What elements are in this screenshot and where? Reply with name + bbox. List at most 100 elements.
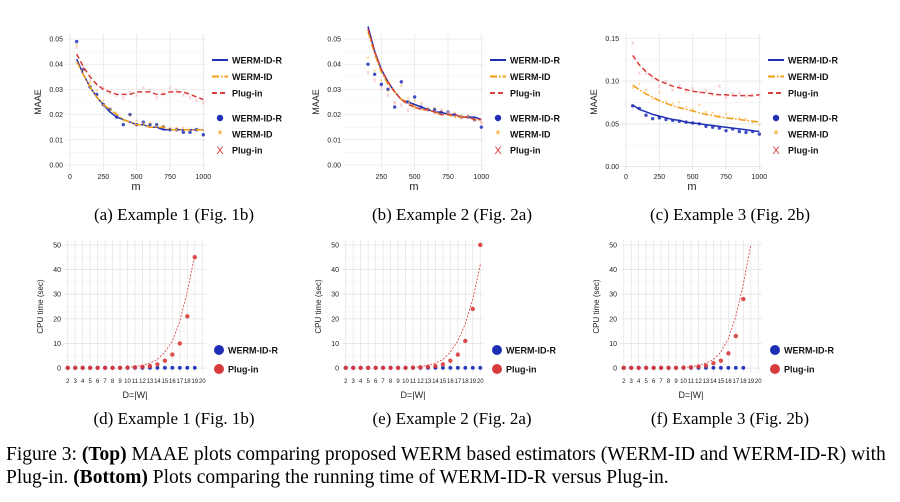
x-tick-label: 250 bbox=[375, 174, 387, 181]
point-plugin: x bbox=[202, 100, 206, 107]
x-tick-label: 7 bbox=[659, 379, 663, 385]
point-werm-id-r bbox=[741, 365, 746, 370]
legend-point-label: WERM-ID-R bbox=[788, 114, 838, 124]
point-werm-id-r bbox=[366, 62, 370, 66]
x-tick-label: 6 bbox=[652, 379, 656, 385]
point-plugin: x bbox=[400, 102, 404, 109]
x-tick-label: 14 bbox=[432, 379, 439, 385]
y-tick-label: 0.00 bbox=[605, 164, 619, 171]
x-tick-label: 2 bbox=[66, 379, 70, 385]
legend-line-label: WERM-ID-R bbox=[232, 56, 282, 66]
point-plugin: x bbox=[155, 94, 159, 101]
x-tick-label: 3 bbox=[630, 379, 634, 385]
x-tick-label: 15 bbox=[162, 379, 169, 385]
point-plugin: x bbox=[426, 107, 430, 114]
point-werm-id-r bbox=[479, 125, 484, 129]
caption-f: (f) Example 3 (Fig. 2b) bbox=[650, 409, 810, 428]
point-plug-in bbox=[351, 365, 356, 371]
point-plugin: x bbox=[102, 84, 106, 91]
point-plug-in bbox=[688, 365, 694, 370]
point-plugin: x bbox=[698, 89, 702, 96]
legend-label: WERM-ID-R bbox=[506, 346, 556, 356]
point-plug-in bbox=[703, 363, 709, 368]
point-werm-id: * bbox=[744, 116, 747, 125]
point-plugin: x bbox=[142, 84, 146, 91]
point-werm-id: * bbox=[731, 116, 734, 125]
point-plugin: x bbox=[658, 83, 662, 90]
point-werm-id: * bbox=[406, 95, 409, 104]
point-plug-in bbox=[681, 365, 686, 370]
point-plug-in bbox=[365, 365, 371, 371]
point-werm-id: * bbox=[751, 120, 754, 129]
point-werm-id: * bbox=[366, 55, 369, 64]
point-plug-in bbox=[651, 365, 656, 371]
point-werm-id-r bbox=[141, 120, 146, 124]
x-tick-label: 7 bbox=[103, 379, 107, 385]
point-werm-id: * bbox=[393, 101, 396, 110]
legend-point-label: WERM-ID bbox=[788, 130, 829, 140]
point-werm-id-r bbox=[718, 365, 723, 370]
point-werm-id: * bbox=[684, 104, 687, 113]
y-tick-label: 0.03 bbox=[327, 87, 341, 94]
x-axis-title: m bbox=[409, 181, 418, 193]
point-plugin: x bbox=[440, 107, 444, 114]
point-werm-id-r bbox=[478, 365, 483, 370]
point-werm-id: * bbox=[758, 122, 761, 131]
x-tick-label: 13 bbox=[703, 379, 710, 385]
point-werm-id-r bbox=[386, 87, 390, 92]
point-plug-in bbox=[666, 365, 671, 371]
x-tick-label: 10 bbox=[402, 379, 409, 385]
point-plugin: x bbox=[460, 115, 464, 122]
point-plug-in bbox=[147, 363, 153, 369]
point-werm-id-r bbox=[448, 365, 453, 370]
point-plug-in bbox=[470, 306, 475, 312]
y-axis-title: MAAE bbox=[33, 89, 43, 115]
point-plugin: x bbox=[128, 89, 132, 96]
point-plug-in bbox=[718, 358, 724, 363]
y-tick-label: 0.04 bbox=[327, 62, 341, 69]
y-tick-label: 20 bbox=[53, 316, 61, 323]
point-plugin: x bbox=[446, 110, 450, 117]
point-plug-in bbox=[658, 365, 664, 371]
point-werm-id-r bbox=[412, 95, 417, 99]
legend-line-label: Plug-in bbox=[510, 89, 541, 99]
legend-line-label: Plug-in bbox=[788, 89, 819, 99]
figure-bottom-text: Plots comparing the running time of WERM… bbox=[152, 467, 669, 488]
legend-point-label: Plug-in bbox=[788, 146, 819, 156]
point-werm-id: * bbox=[373, 68, 376, 77]
legend-line-label: WERM-ID bbox=[510, 72, 551, 82]
point-werm-id-r bbox=[121, 122, 126, 127]
x-tick-label: 2 bbox=[344, 379, 348, 385]
point-plugin: x bbox=[480, 120, 484, 127]
y-tick-label: 40 bbox=[53, 267, 61, 274]
point-plug-in bbox=[621, 365, 626, 371]
point-plugin: x bbox=[135, 92, 139, 99]
fit-line-plugin bbox=[127, 254, 196, 368]
point-plug-in bbox=[140, 364, 145, 370]
y-tick-label: 0 bbox=[57, 366, 61, 373]
point-werm-id-r bbox=[162, 365, 167, 370]
point-werm-id-r bbox=[757, 132, 762, 136]
point-plugin: x bbox=[731, 91, 735, 98]
point-plug-in bbox=[95, 365, 100, 371]
x-tick-label: 250 bbox=[653, 174, 665, 181]
x-tick-label: 20 bbox=[755, 379, 762, 385]
x-tick-label: 12 bbox=[417, 379, 424, 385]
x-tick-label: 11 bbox=[132, 379, 139, 385]
legend-point-plugin: X bbox=[772, 145, 780, 157]
x-tick-label: 7 bbox=[381, 379, 385, 385]
x-tick-label: 16 bbox=[725, 379, 732, 385]
point-werm-id-r bbox=[737, 129, 742, 134]
legend-label: WERM-ID-R bbox=[228, 346, 278, 356]
legend-point-werm-id-r bbox=[770, 345, 780, 355]
point-plugin: x bbox=[724, 94, 728, 101]
y-tick-label: 0.02 bbox=[327, 112, 341, 119]
point-plugin: x bbox=[453, 112, 457, 119]
point-werm-id-r bbox=[470, 365, 475, 370]
point-plug-in bbox=[636, 365, 641, 371]
legend-point-werm-id-r bbox=[214, 345, 224, 355]
x-tick-label: 10 bbox=[680, 379, 687, 385]
point-plug-in bbox=[673, 365, 679, 371]
fit-line-plug-in bbox=[367, 28, 482, 121]
point-plugin: x bbox=[651, 74, 655, 81]
